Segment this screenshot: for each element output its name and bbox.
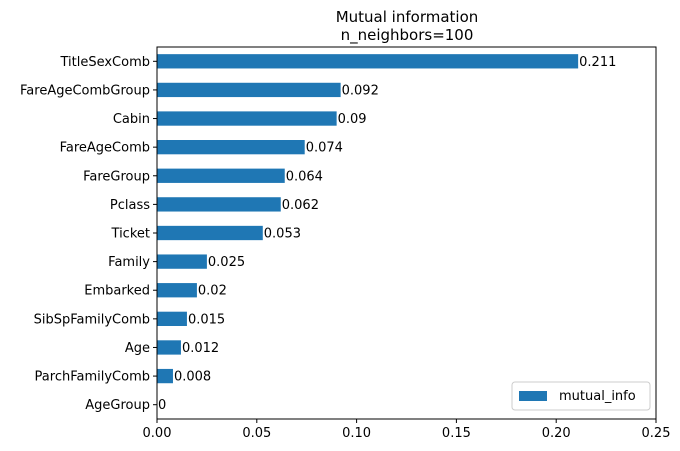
x-tick-label-2: 0.10 bbox=[342, 426, 371, 441]
data-label-12: 0 bbox=[158, 398, 166, 413]
data-label-0: 0.211 bbox=[579, 55, 616, 70]
data-label-1: 0.092 bbox=[342, 83, 379, 98]
y-tick-label-2: Cabin bbox=[113, 112, 150, 127]
data-label-3: 0.074 bbox=[306, 141, 343, 156]
bar-6 bbox=[157, 225, 263, 241]
data-label-7: 0.025 bbox=[208, 255, 245, 270]
bar-9 bbox=[157, 311, 187, 326]
bar-5 bbox=[157, 197, 281, 212]
bar-8 bbox=[157, 283, 197, 298]
data-label-8: 0.02 bbox=[198, 284, 227, 299]
y-tick-label-3: FareAgeComb bbox=[60, 141, 150, 156]
bar-7 bbox=[157, 254, 207, 269]
y-tick-label-5: Pclass bbox=[110, 198, 150, 213]
data-label-9: 0.015 bbox=[188, 312, 225, 327]
data-label-10: 0.012 bbox=[182, 341, 219, 356]
data-label-6: 0.053 bbox=[264, 227, 301, 242]
x-tick-label-1: 0.05 bbox=[242, 426, 271, 441]
x-tick-label-0: 0.00 bbox=[143, 426, 172, 441]
x-tick-label-4: 0.20 bbox=[542, 426, 571, 441]
x-tick-label-5: 0.25 bbox=[642, 426, 671, 441]
data-label-5: 0.062 bbox=[282, 198, 319, 213]
legend-swatch bbox=[519, 391, 547, 401]
chart-title: Mutual information bbox=[336, 8, 479, 26]
data-label-4: 0.064 bbox=[286, 169, 323, 184]
y-tick-label-0: TitleSexComb bbox=[59, 55, 150, 70]
y-tick-label-10: Age bbox=[125, 341, 150, 356]
bar-4 bbox=[157, 168, 285, 183]
y-tick-label-4: FareGroup bbox=[83, 169, 150, 184]
data-label-2: 0.09 bbox=[338, 112, 367, 127]
y-tick-label-11: ParchFamilyComb bbox=[35, 370, 150, 385]
bar-2 bbox=[157, 111, 337, 126]
y-tick-label-8: Embarked bbox=[84, 284, 150, 299]
x-tick-label-3: 0.15 bbox=[442, 426, 471, 441]
legend: mutual_info bbox=[511, 381, 651, 411]
y-tick-label-12: AgeGroup bbox=[85, 398, 150, 413]
chart-subtitle: n_neighbors=100 bbox=[341, 26, 474, 45]
legend-label: mutual_info bbox=[559, 389, 636, 404]
data-label-11: 0.008 bbox=[174, 370, 211, 385]
legend-frame bbox=[511, 381, 651, 411]
bar-10 bbox=[157, 340, 181, 355]
y-tick-label-1: FareAgeCombGroup bbox=[20, 83, 150, 98]
bar-1 bbox=[157, 82, 341, 98]
plot-frame bbox=[156, 46, 657, 420]
y-tick-label-7: Family bbox=[108, 255, 150, 270]
bar-3 bbox=[157, 140, 305, 155]
y-tick-label-6: Ticket bbox=[111, 227, 150, 242]
bar-0 bbox=[157, 54, 579, 69]
bar-11 bbox=[157, 368, 173, 384]
y-tick-label-9: SibSpFamilyComb bbox=[34, 312, 150, 327]
plot-area: TitleSexComb 0.211 FareAgeCombGroup 0.092 Ca… bbox=[20, 46, 671, 441]
